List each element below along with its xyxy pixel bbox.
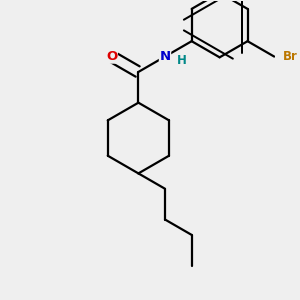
Text: N: N <box>160 50 171 63</box>
Text: Br: Br <box>283 50 298 63</box>
Text: H: H <box>176 54 186 67</box>
Text: O: O <box>106 50 117 63</box>
